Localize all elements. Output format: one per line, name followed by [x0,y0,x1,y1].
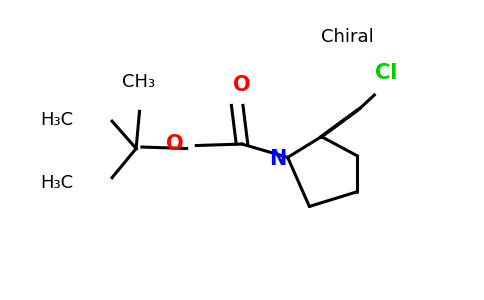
Text: Cl: Cl [375,63,397,83]
Text: Chiral: Chiral [321,28,374,46]
Text: N: N [270,149,287,169]
Text: H₃C: H₃C [40,174,73,192]
Text: CH₃: CH₃ [122,73,155,91]
Text: O: O [233,75,251,94]
Text: O: O [166,134,183,154]
Text: H₃C: H₃C [40,111,73,129]
